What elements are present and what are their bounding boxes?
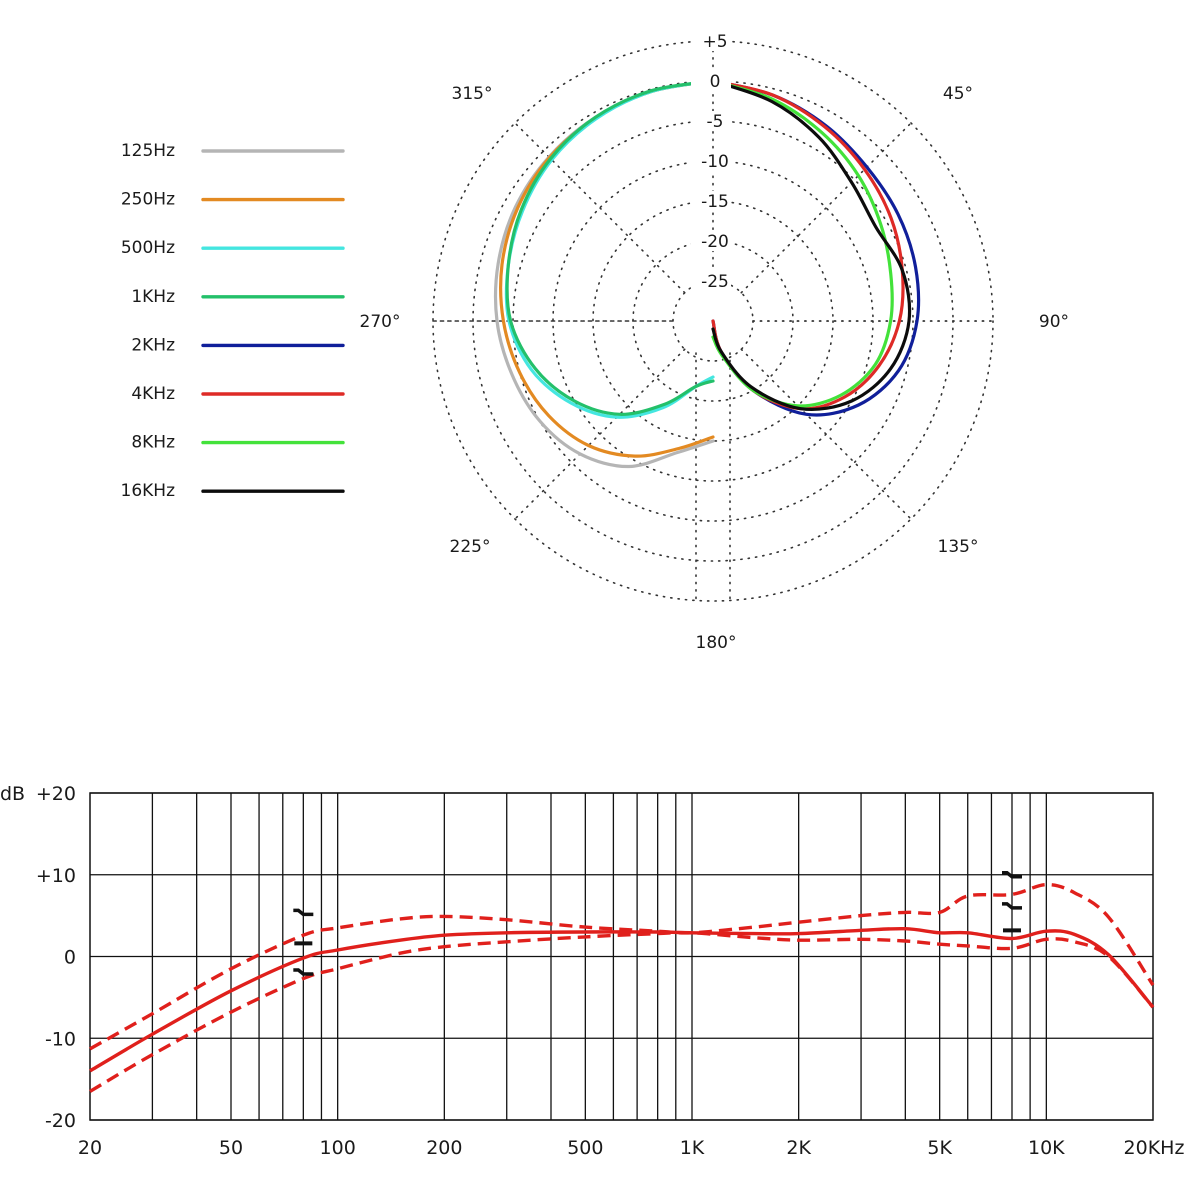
polar-series-1KHz xyxy=(505,79,715,416)
angle-label: 90° xyxy=(1039,312,1069,332)
polar-series-8KHz xyxy=(711,79,894,408)
freq-series-nominal xyxy=(89,926,1155,1073)
plot-frame xyxy=(89,792,1154,1121)
angle-label: 270° xyxy=(360,312,401,332)
radial-label-bg xyxy=(691,231,731,251)
polar-spoke xyxy=(740,348,912,520)
radial-label-bg xyxy=(691,191,731,211)
legend-label-4KHz: 4KHz xyxy=(131,384,175,404)
radial-label-bg xyxy=(691,71,731,91)
radial-label: 0 xyxy=(710,72,721,92)
x-tick-label: 2K xyxy=(786,1137,811,1159)
polar-series xyxy=(493,79,921,469)
y-tick-label: -20 xyxy=(45,1110,76,1132)
y-tick-label: +20 xyxy=(36,783,76,805)
x-tick-label: 200 xyxy=(426,1137,462,1159)
polar-legend: 125Hz 250Hz 500Hz 1KHz 2KHz 4KHz 8KHz 16KHz xyxy=(121,141,345,501)
angle-label: 180° xyxy=(696,633,737,653)
legend-label-2KHz: 2KHz xyxy=(131,335,175,355)
frequency-response-chart: +20 +10 0 -10 -20 dB 20 50 100 200 500 1K 2K 5K 10K 20K… xyxy=(0,783,1184,1159)
frequency-series xyxy=(89,882,1155,1093)
polar-angle-labels: 315° 45° 90° 135° 180° 225° 270° xyxy=(360,84,1070,653)
angle-label: 45° xyxy=(943,84,973,104)
legend-label-16KHz: 16KHz xyxy=(121,481,176,501)
radial-label-bg xyxy=(691,151,731,171)
x-tick-label: 500 xyxy=(567,1137,603,1159)
polar-ring xyxy=(592,200,834,442)
radial-label-bg xyxy=(691,111,731,131)
x-tick-label: 1K xyxy=(680,1137,705,1159)
x-tick-label: 20KHz xyxy=(1124,1137,1185,1159)
radial-label: +5 xyxy=(702,32,727,52)
polar-series-125Hz xyxy=(493,79,715,469)
angle-label: 135° xyxy=(938,537,979,557)
angle-label: 315° xyxy=(452,84,493,104)
polar-spoke xyxy=(740,122,912,294)
legend-label-1KHz: 1KHz xyxy=(131,287,175,307)
tolerance-wave-mark xyxy=(1002,871,1022,879)
tolerance-marks xyxy=(293,871,1022,976)
radial-label: -5 xyxy=(707,112,724,132)
radial-label-bg xyxy=(691,271,731,291)
tolerance-wave-mark xyxy=(293,968,314,976)
polar-series-4KHz xyxy=(711,79,905,411)
freq-series-upper-tolerance xyxy=(89,882,1155,1051)
legend-label-250Hz: 250Hz xyxy=(121,190,175,210)
radial-label-bg xyxy=(691,31,731,51)
radial-label: -20 xyxy=(701,232,729,252)
polar-spoke xyxy=(514,122,686,294)
polar-series-16KHz xyxy=(711,79,912,412)
radial-label: -10 xyxy=(701,152,729,172)
polar-series-250Hz xyxy=(499,79,715,458)
legend-label-500Hz: 500Hz xyxy=(121,238,175,258)
y-axis-label: dB xyxy=(0,783,25,805)
polar-radial-labels: +5 0 -5 -10 -15 -20 -25 xyxy=(691,31,731,292)
polar-pattern-chart: +5 0 -5 -10 -15 -20 -25 315° 45° 90° 135° 180° 225°… xyxy=(121,31,1070,653)
x-tick-label: 50 xyxy=(219,1137,243,1159)
x-tick-label: 100 xyxy=(320,1137,356,1159)
tolerance-wave-mark xyxy=(1002,902,1022,910)
angle-label: 225° xyxy=(450,537,491,557)
polar-ring xyxy=(512,120,914,522)
y-tick-label: -10 xyxy=(45,1028,76,1050)
x-tick-label: 5K xyxy=(927,1137,952,1159)
x-tick-label: 20 xyxy=(78,1137,102,1159)
polar-series-500Hz xyxy=(504,79,715,419)
y-tick-label: 0 xyxy=(64,947,76,969)
y-tick-label: +10 xyxy=(36,865,76,887)
frequency-axis-labels: +20 +10 0 -10 -20 dB 20 50 100 200 500 1K 2K 5K 10K 20K… xyxy=(0,783,1184,1159)
frequency-grid xyxy=(89,792,1154,1121)
radial-label: -25 xyxy=(701,272,729,292)
tolerance-wave-mark xyxy=(293,908,314,917)
polar-spoke xyxy=(514,348,686,520)
radial-label: -15 xyxy=(701,192,729,212)
legend-label-8KHz: 8KHz xyxy=(131,433,175,453)
legend-label-125Hz: 125Hz xyxy=(121,141,175,161)
x-tick-label: 10K xyxy=(1028,1137,1065,1159)
